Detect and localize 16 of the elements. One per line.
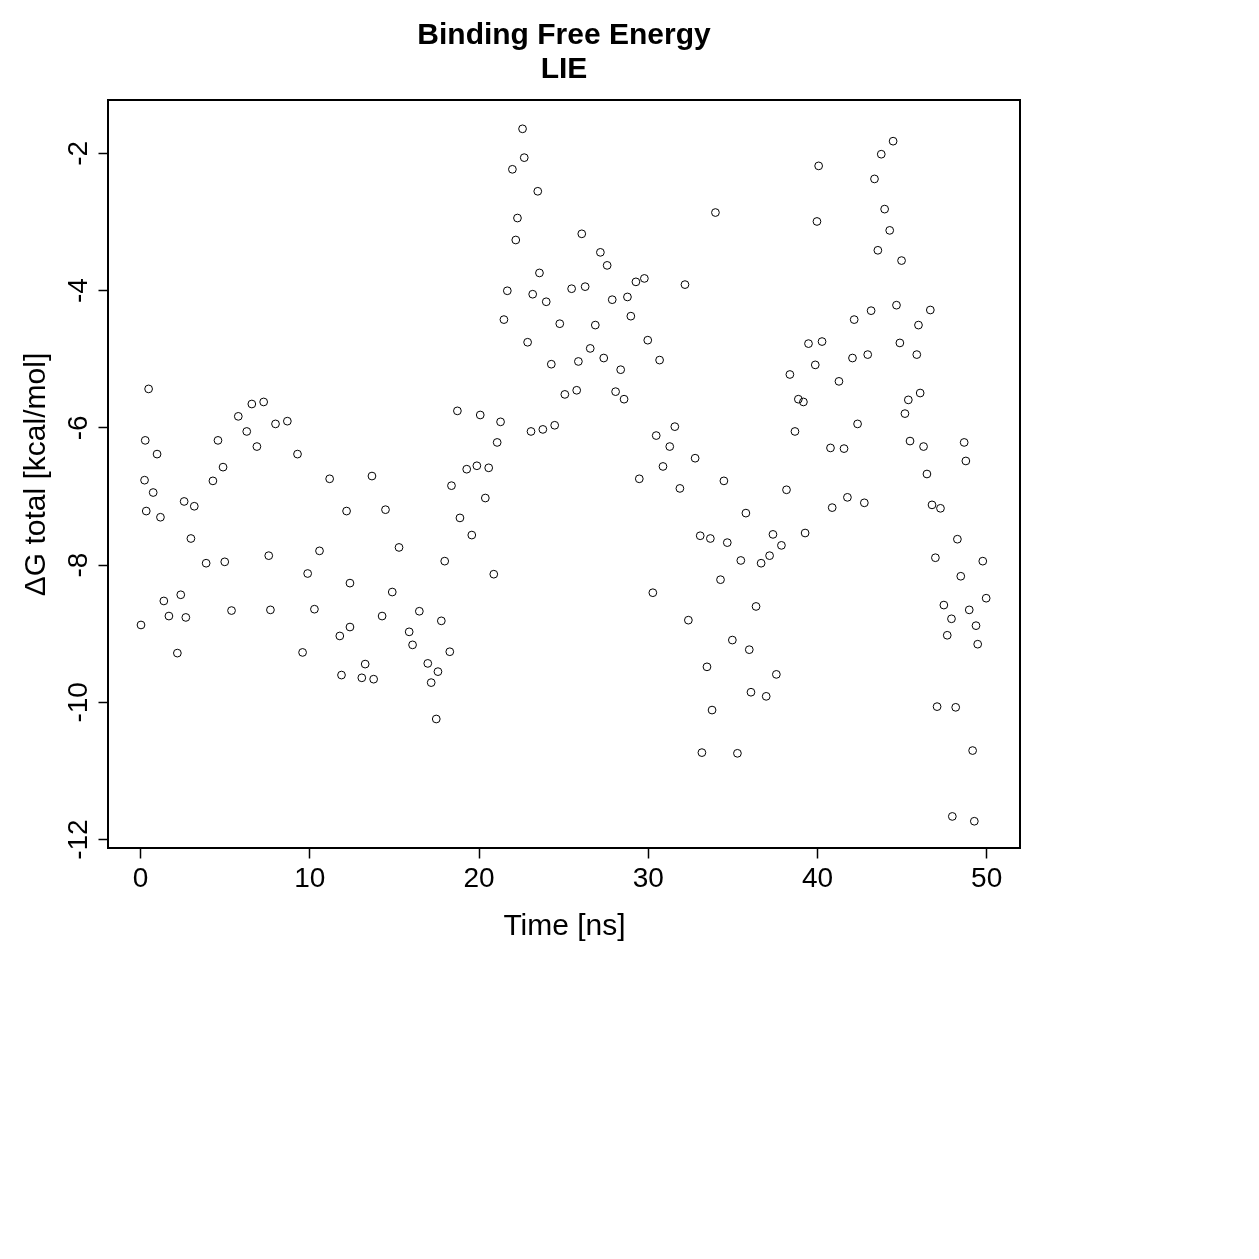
x-tick-label: 50 — [971, 861, 1003, 893]
y-tick-label: -4 — [61, 278, 93, 304]
chart-title: Binding Free Energy — [417, 17, 711, 50]
chart-subtitle: LIE — [540, 51, 588, 84]
x-tick-label: 20 — [463, 861, 495, 893]
y-axis-title: ΔG total [kcal/mol] — [17, 352, 51, 597]
x-tick-label: 40 — [801, 861, 834, 893]
x-tick-label: 10 — [294, 861, 326, 893]
y-tick-label: -8 — [61, 552, 93, 578]
y-tick-label: -2 — [61, 140, 93, 166]
y-tick-label: -10 — [61, 682, 93, 723]
x-tick-label: 0 — [132, 861, 149, 893]
y-tick-label: -6 — [61, 415, 93, 441]
x-axis-title: Time [ns] — [503, 907, 626, 941]
y-tick-label: -12 — [61, 819, 93, 860]
x-tick-label: 30 — [632, 861, 664, 893]
